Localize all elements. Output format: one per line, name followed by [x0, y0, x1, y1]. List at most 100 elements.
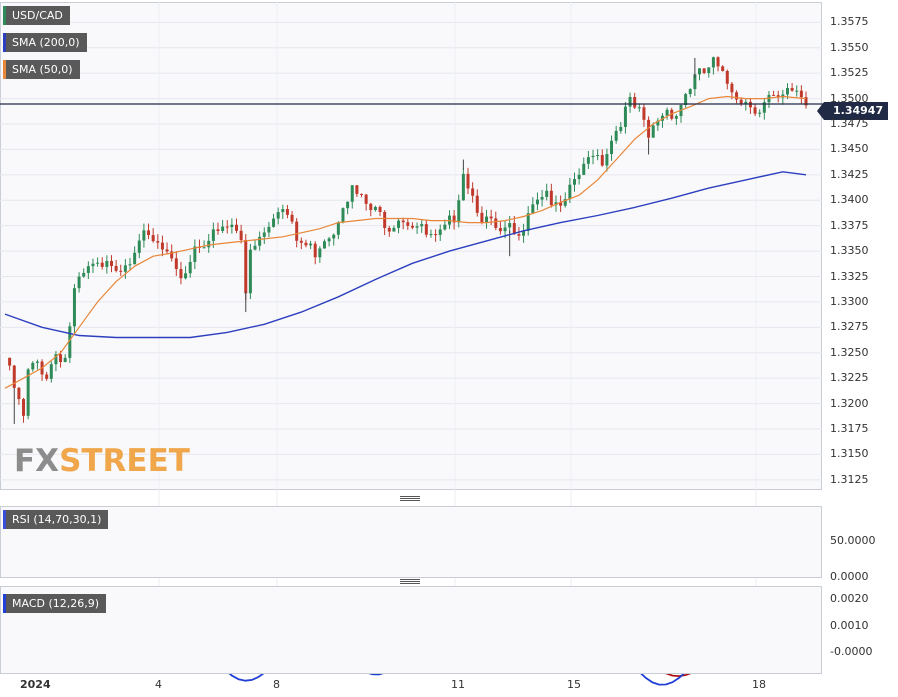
candle-body-100 — [466, 173, 470, 189]
candle-body-173 — [804, 97, 808, 106]
candle-body-57 — [267, 226, 271, 233]
x-tick-11: 11 — [451, 678, 465, 691]
candle-body-77 — [360, 193, 364, 195]
candle-body-114 — [531, 204, 535, 214]
candle-body-83 — [387, 227, 391, 232]
candle-body-136 — [633, 97, 637, 108]
candle-body-30 — [142, 230, 146, 241]
y-tick-1.3575: 1.3575 — [830, 15, 869, 29]
candle-body-28 — [133, 252, 137, 265]
candle-body-112 — [522, 230, 526, 236]
y-tick-1.3525: 1.3525 — [830, 66, 869, 80]
candle-body-156 — [725, 70, 729, 84]
candle-body-69 — [322, 241, 326, 249]
candle-body-99 — [461, 173, 465, 201]
y-tick-1.3250: 1.3250 — [830, 345, 869, 359]
candle-body-1 — [8, 357, 12, 366]
legend-swatch-sma50 — [3, 60, 6, 79]
candle-body-104 — [485, 216, 489, 223]
candle-body-149 — [693, 74, 697, 90]
candle-body-169 — [785, 88, 789, 95]
candle-body-17 — [82, 272, 86, 277]
legend-swatch-macd — [3, 594, 6, 613]
candle-body-38 — [179, 269, 183, 279]
candle-body-39 — [184, 273, 188, 279]
legend-label-sma50: SMA (50,0) — [12, 63, 73, 76]
candle-body-155 — [721, 66, 725, 71]
legend-swatch-price — [3, 6, 6, 25]
candle-body-159 — [739, 99, 743, 105]
candle-body-105 — [489, 216, 493, 219]
candle-body-106 — [494, 218, 498, 228]
candle-body-52 — [244, 239, 248, 294]
candle-body-164 — [762, 102, 766, 113]
candle-body-74 — [346, 201, 350, 209]
y-tick-1.3350: 1.3350 — [830, 244, 869, 258]
y-tick-1.3475: 1.3475 — [830, 117, 869, 130]
candle-body-138 — [642, 107, 646, 120]
candle-body-16 — [77, 276, 81, 289]
candle-body-78 — [364, 194, 368, 204]
y-tick-1.3500: 1.3500 — [830, 91, 869, 105]
candle-body-103 — [480, 212, 484, 223]
x-tick-8: 8 — [273, 678, 280, 691]
candle-body-73 — [341, 208, 345, 223]
candle-body-85 — [397, 220, 401, 228]
candle-body-93 — [434, 234, 438, 236]
candle-body-91 — [424, 224, 428, 235]
candle-body-157 — [730, 83, 734, 93]
candle-body-81 — [378, 206, 382, 212]
candle-body-60 — [281, 209, 285, 213]
rsi-tick-0: 0.0000 — [830, 570, 869, 583]
candle-body-59 — [276, 212, 280, 219]
candle-body-80 — [373, 206, 377, 211]
candle-body-148 — [688, 89, 692, 95]
candle-body-58 — [272, 218, 276, 227]
watermark-fx: FX — [14, 443, 60, 479]
candle-body-22 — [105, 260, 109, 267]
candle-body-94 — [438, 229, 442, 235]
candle-body-36 — [170, 251, 174, 259]
y-tick-1.3375: 1.3375 — [830, 218, 869, 232]
legend-sma50: SMA (50,0) — [3, 60, 80, 79]
pane-resize-handle-macd[interactable] — [400, 579, 420, 585]
candle-body-31 — [147, 230, 151, 236]
candle-body-82 — [383, 211, 387, 228]
candle-body-41 — [193, 246, 197, 262]
candle-body-64 — [299, 240, 303, 243]
legend-swatch-sma200 — [3, 33, 6, 52]
candle-body-117 — [545, 190, 549, 197]
candle-body-108 — [503, 227, 507, 232]
candle-body-46 — [216, 229, 220, 231]
candle-body-134 — [623, 106, 627, 127]
candle-body-19 — [91, 263, 95, 267]
candle-body-170 — [790, 88, 794, 91]
rsi-pane[interactable] — [0, 506, 822, 578]
candle-body-40 — [188, 261, 192, 274]
candle-body-111 — [517, 234, 521, 236]
candle-body-76 — [355, 185, 359, 194]
macd-tick-0.0000: -0.0000 — [830, 645, 873, 658]
macd-pane[interactable] — [0, 586, 822, 674]
candle-body-145 — [674, 116, 678, 119]
pane-resize-handle-rsi[interactable] — [400, 496, 420, 502]
price-chart-pane[interactable] — [0, 2, 822, 490]
candle-body-95 — [443, 224, 447, 230]
candle-body-67 — [313, 243, 317, 258]
candle-body-51 — [239, 230, 243, 240]
candle-body-147 — [684, 94, 688, 106]
candle-body-84 — [392, 227, 396, 232]
candle-body-32 — [151, 235, 155, 242]
candle-body-34 — [160, 242, 164, 250]
candle-body-25 — [119, 270, 123, 272]
candle-body-166 — [772, 94, 776, 96]
candle-body-62 — [290, 214, 294, 222]
candle-body-23 — [109, 260, 113, 266]
candle-body-44 — [207, 240, 211, 248]
candle-body-43 — [202, 247, 206, 249]
candle-body-2 — [12, 365, 16, 388]
fxstreet-watermark: FXSTREET — [14, 443, 190, 479]
candle-body-150 — [698, 68, 702, 75]
candle-body-172 — [799, 90, 803, 98]
x-tick-18: 18 — [752, 678, 766, 691]
